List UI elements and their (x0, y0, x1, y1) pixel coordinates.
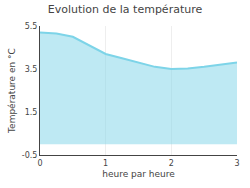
svg-text:3.5: 3.5 (25, 65, 38, 74)
svg-text:2: 2 (169, 159, 174, 168)
svg-text:3: 3 (234, 159, 239, 168)
svg-text:Evolution de la température: Evolution de la température (48, 3, 203, 16)
svg-text:1: 1 (103, 159, 108, 168)
svg-text:1.5: 1.5 (25, 108, 38, 117)
svg-text:-0.5: -0.5 (22, 151, 38, 160)
svg-text:5.5: 5.5 (25, 22, 38, 31)
svg-text:heure par heure: heure par heure (102, 169, 175, 179)
svg-text:Température en °C: Température en °C (7, 48, 17, 134)
svg-text:0: 0 (37, 159, 42, 168)
